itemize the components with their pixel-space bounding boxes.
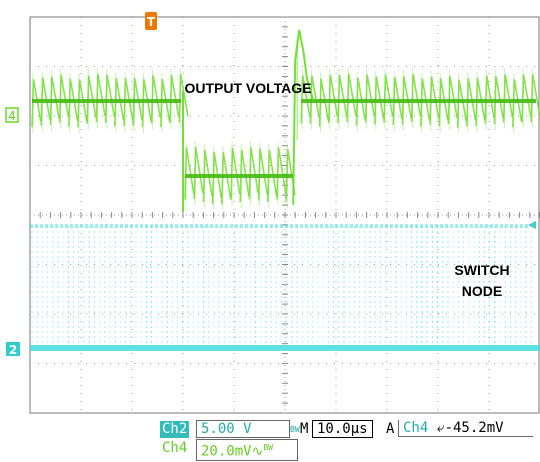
trigger-readout: Ch4 ⤶-45.2mV xyxy=(398,420,533,437)
ch4-coupling-icon: ∿ xyxy=(251,443,264,460)
ch4-ripple xyxy=(211,151,223,205)
ch4-ripple xyxy=(239,149,250,202)
ch4-ripple xyxy=(512,79,523,128)
ch4-ripple xyxy=(49,76,60,125)
ch4-ripple xyxy=(77,79,88,128)
ch4-trace xyxy=(31,29,540,212)
ch4-ripple xyxy=(150,75,162,124)
ch4-ripple xyxy=(447,75,458,125)
ch4-ripple xyxy=(86,75,97,124)
trigger-level: -45.2mV xyxy=(444,420,504,436)
ch4-ripple xyxy=(178,74,189,123)
ch4-ripple xyxy=(160,78,171,128)
ch2-trace xyxy=(30,224,540,351)
ch4-marker: 4 xyxy=(5,107,19,123)
ch4-ripple xyxy=(438,78,449,127)
trigger-source: Ch4 xyxy=(403,420,429,436)
ch4-ripple xyxy=(530,74,540,123)
trigger-mode: A xyxy=(386,421,395,437)
ch4-readout-label: Ch4 xyxy=(160,440,190,457)
ch4-ripple xyxy=(123,78,134,127)
ch4-scale-value: 20.0mV xyxy=(201,443,252,460)
ch4-ripple xyxy=(493,76,504,125)
ch4-ripple xyxy=(484,75,495,124)
svg-text:2: 2 xyxy=(9,343,17,357)
annotation-switch-node-line2: NODE xyxy=(462,283,502,299)
annotation-output-voltage: OUTPUT VOLTAGE xyxy=(184,80,311,96)
timebase-readout: 10.0µs xyxy=(312,420,373,438)
ch4-ripple xyxy=(466,78,477,127)
trigger-marker: T xyxy=(145,12,157,30)
graticule xyxy=(29,16,540,414)
ch4-ripple xyxy=(31,79,42,128)
ch2-scale-value: 5.00 V xyxy=(201,421,252,437)
ch4-ripple xyxy=(230,147,241,200)
trigger-slope-icon: ⤶ xyxy=(436,420,445,436)
ch4-ripple xyxy=(257,148,269,201)
ch4-ripple xyxy=(318,78,330,127)
trigger-level-arrow xyxy=(528,221,536,229)
timebase-value: 10.0µs xyxy=(317,421,368,437)
ch4-ripple xyxy=(285,149,296,202)
ch4-ripple xyxy=(141,79,152,128)
timebase-prefix: M xyxy=(300,421,309,437)
svg-text:4: 4 xyxy=(8,109,16,123)
ch4-ripple xyxy=(184,147,195,200)
ch4-ripple xyxy=(392,76,403,125)
ch4-ripple xyxy=(456,79,468,128)
annotation-switch-node-line1: SWITCH xyxy=(454,262,509,278)
ch4-ripple xyxy=(169,74,180,124)
ch4-ripple xyxy=(68,78,79,127)
ch4-ripple xyxy=(114,78,125,127)
svg-text:T: T xyxy=(147,15,156,29)
ch4-scale-readout: 20.0mV∿BW xyxy=(196,439,298,461)
ch4-ripple xyxy=(401,76,412,125)
ch4-ripple xyxy=(202,150,213,203)
ch4-overshoot xyxy=(292,29,315,206)
ch4-ripple xyxy=(300,75,311,124)
ch4-ripple xyxy=(429,76,440,125)
ch4-ripple xyxy=(475,77,486,126)
ch2-scale-readout: 5.00 V xyxy=(196,420,290,438)
ch4-ripple xyxy=(420,78,431,127)
ch4-ripple xyxy=(132,77,143,126)
ch4-ripple xyxy=(309,75,320,124)
ch4-ripple xyxy=(355,77,366,126)
ch4-ripple xyxy=(276,147,287,200)
ch2-bw-indicator: BW xyxy=(290,425,300,434)
ch4-ripple xyxy=(374,76,385,125)
ch4-bw-indicator: BW xyxy=(263,443,273,452)
ch2-marker: 2 xyxy=(6,342,20,357)
ch4-ripple xyxy=(40,77,51,126)
ch4-ripple xyxy=(221,151,232,205)
ch4-ripple xyxy=(267,149,278,202)
ch2-readout-label: Ch2 xyxy=(160,421,190,438)
